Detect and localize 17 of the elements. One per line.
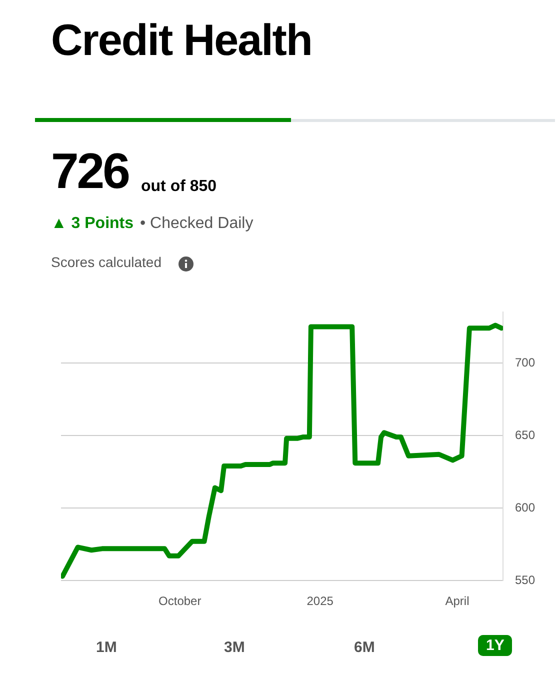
- y-tick-label: 650: [514, 428, 536, 442]
- text: ▲ 3 Points: [51, 215, 134, 233]
- text: 1M: [96, 639, 117, 656]
- text: 6M: [354, 639, 375, 656]
- y-tick-label: 550: [514, 572, 536, 587]
- text: 1Y: [478, 635, 512, 656]
- text: Scores calculated: [51, 254, 162, 270]
- y-tick-label: 600: [514, 500, 536, 514]
- text: • Checked Daily: [140, 215, 254, 233]
- text: out of 850: [141, 178, 217, 196]
- x-tick-label: 2025: [306, 594, 334, 608]
- x-tick-label: October: [158, 594, 202, 608]
- y-tick-label: 700: [514, 355, 536, 370]
- text: 726: [51, 142, 128, 201]
- text: 3M: [224, 639, 245, 656]
- x-tick-label: April: [445, 594, 470, 608]
- chart-title: Credit Health: [51, 16, 312, 66]
